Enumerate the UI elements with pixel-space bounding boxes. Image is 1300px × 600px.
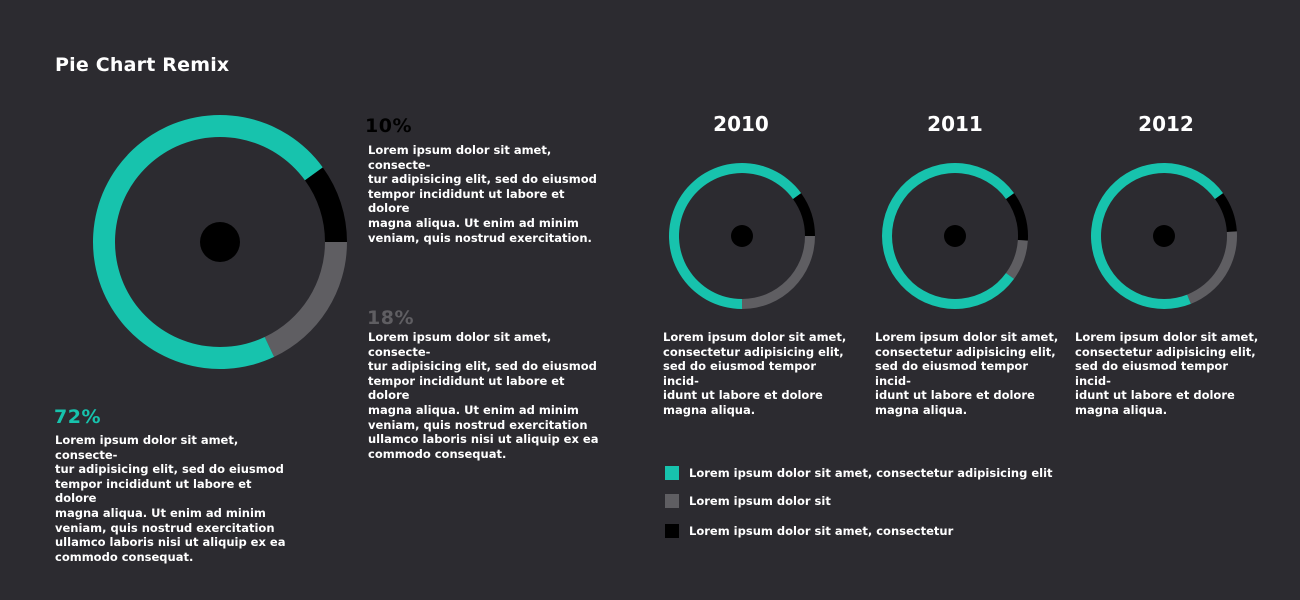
- callout-18-pct: 18%: [367, 307, 414, 329]
- donut-2010-slice-0: [792, 193, 815, 236]
- legend-item-black: Lorem ipsum dolor sit amet, consectetur: [665, 523, 953, 539]
- year-2010-label: 2010: [713, 112, 769, 136]
- donut-2011-slice-1: [1005, 239, 1028, 279]
- callout-18-text: Lorem ipsum dolor sit amet, consecte- tu…: [368, 330, 599, 461]
- callout-72-pct: 72%: [54, 406, 101, 428]
- legend-item-teal: Lorem ipsum dolor sit amet, consectetur …: [665, 465, 1053, 481]
- year-2011-label: 2011: [927, 112, 983, 136]
- donut-2010-slice-1: [742, 236, 815, 309]
- donut-2012-slice-1: [1187, 231, 1237, 304]
- donut-2012-center-dot: [1153, 225, 1175, 247]
- donut-2011-center-dot: [944, 225, 966, 247]
- legend-label: Lorem ipsum dolor sit: [689, 494, 831, 508]
- legend-swatch-black: [665, 524, 679, 538]
- callout-10-text: Lorem ipsum dolor sit amet, consecte- tu…: [368, 143, 597, 245]
- main-donut-chart: [93, 115, 347, 369]
- donut-2010-center-dot: [731, 225, 753, 247]
- legend-label: Lorem ipsum dolor sit amet, consectetur …: [689, 466, 1053, 480]
- legend-label: Lorem ipsum dolor sit amet, consectetur: [689, 524, 954, 538]
- year-2010-text: Lorem ipsum dolor sit amet, consectetur …: [663, 330, 847, 417]
- donut-2011-slice-0: [1005, 193, 1028, 241]
- donut-chart-2010: [669, 162, 815, 309]
- callout-72-text: Lorem ipsum dolor sit amet, consecte- tu…: [55, 433, 286, 564]
- legend-swatch-gray: [665, 494, 679, 508]
- year-2011-text: Lorem ipsum dolor sit amet, consectetur …: [875, 330, 1059, 417]
- year-2012-text: Lorem ipsum dolor sit amet, consectetur …: [1075, 330, 1259, 417]
- legend-swatch-teal: [665, 466, 679, 480]
- donut-2012-slice-0: [1214, 193, 1237, 233]
- main-donut-slice-0: [304, 167, 347, 242]
- main-donut-slice-1: [264, 242, 347, 357]
- donut-chart-2012: [1091, 163, 1237, 309]
- donut-chart-2011: [882, 163, 1028, 309]
- year-2012-label: 2012: [1138, 112, 1194, 136]
- page-title: Pie Chart Remix: [55, 54, 230, 76]
- callout-10-pct: 10%: [365, 115, 412, 137]
- main-donut-center-dot: [200, 222, 240, 262]
- legend-item-gray: Lorem ipsum dolor sit: [665, 493, 831, 509]
